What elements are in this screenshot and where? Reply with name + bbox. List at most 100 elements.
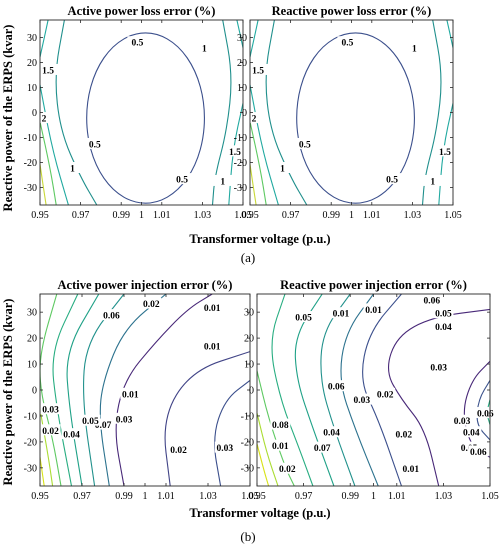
contour-label: 0.05 <box>435 310 452 320</box>
contour-label-bg <box>277 462 298 474</box>
contour-label-bg <box>452 414 473 426</box>
y-tick-label: 20 <box>27 58 37 69</box>
x-tick-label: 1.03 <box>199 491 217 502</box>
panel-title: Active power injection error (%) <box>58 278 233 292</box>
y-tick-label: 30 <box>27 33 37 44</box>
y-tick-label: 20 <box>237 58 247 69</box>
contour-label-bg <box>475 407 496 419</box>
contour-label: 0.04 <box>63 431 80 441</box>
contour-label-bg <box>212 174 233 186</box>
contour-line <box>250 121 267 205</box>
x-tick-label: 0.95 <box>248 491 266 502</box>
contour-line <box>40 409 54 486</box>
x-axis-label-a: Transformer voltage (p.u.) <box>189 232 330 246</box>
contour-label: 0.04 <box>435 323 452 333</box>
x-tick-label: 0.95 <box>31 210 49 221</box>
contour-label-bg <box>461 426 482 438</box>
contour-label: 2 <box>252 115 257 125</box>
contour-label-bg <box>270 439 291 451</box>
contour-label-bg <box>404 41 425 53</box>
contour-label: 0.5 <box>299 140 311 150</box>
x-tick-label: 1.03 <box>194 210 212 221</box>
contour-label-bg <box>330 307 351 319</box>
contour-label: 2 <box>42 115 47 125</box>
contour-line <box>296 32 415 204</box>
y-tick-label: -30 <box>24 183 37 194</box>
contour-label: 0.06 <box>328 383 345 393</box>
x-tick-label: 0.97 <box>282 210 300 221</box>
contour-label: 0.5 <box>176 176 188 186</box>
contour-label-bg <box>468 445 489 457</box>
contour-label-bg <box>120 387 141 399</box>
contour-label-bg <box>61 428 82 440</box>
contour-label-bg <box>202 339 223 351</box>
y-tick-label: -10 <box>24 411 37 422</box>
contour-label-bg <box>337 36 358 48</box>
contour-label: 0.02 <box>170 446 187 456</box>
contour-panel-3: 0.03 0.02 0.01 0.01 0.01 0.02 0.03 0.06 0.070.05… <box>24 278 259 502</box>
contour-label-bg <box>363 303 384 315</box>
x-tick-label: 0.99 <box>112 210 130 221</box>
contour-label-bg <box>40 424 61 436</box>
contour-label: 0.04 <box>323 429 340 439</box>
contour-label: 0.07 <box>95 421 112 431</box>
x-tick-label: 1 <box>143 491 148 502</box>
contour-label-bg <box>34 112 55 124</box>
y-tick-label: 0 <box>32 386 37 397</box>
contour-line <box>40 164 47 205</box>
contour-label-bg <box>428 360 449 372</box>
y-tick-label: -10 <box>241 411 254 422</box>
contour-label-bg <box>400 462 421 474</box>
x-axis-label-b: Transformer voltage (p.u.) <box>189 506 330 520</box>
contour-line <box>388 308 490 486</box>
x-tick-label: 0.97 <box>72 210 90 221</box>
contour-line <box>257 443 270 486</box>
contour-lines <box>257 294 490 486</box>
x-tick-label: 1 <box>371 491 376 502</box>
contour-line <box>250 164 257 205</box>
contour-label: 0.02 <box>279 465 296 475</box>
contour-label: 0.05 <box>295 314 312 324</box>
contour-label: 1.5 <box>252 66 264 76</box>
contour-label: 0.06 <box>423 296 440 306</box>
contour-label-bg <box>114 412 134 424</box>
x-tick-label: 1.01 <box>363 210 381 221</box>
contour-label: 0.05 <box>82 417 99 427</box>
y-tick-label: 10 <box>27 83 37 94</box>
contour-line <box>250 84 279 205</box>
contour-label-bg <box>382 173 403 185</box>
contour-label: 0.01 <box>272 442 289 452</box>
contour-panel-2: 0.5 0.5 0.5 1 1 1 1.5 1.5 2 Reactive power loss e… <box>234 4 462 221</box>
contour-label-bg <box>422 174 443 186</box>
contour-label: 0.03 <box>354 396 371 406</box>
x-tick-label: 0.95 <box>241 210 259 221</box>
contour-label-bg <box>224 145 245 157</box>
x-tick-label: 1.05 <box>444 210 462 221</box>
contour-line <box>40 84 69 205</box>
contour-label: 0.5 <box>132 39 144 49</box>
contour-label: 0.04 <box>463 429 480 439</box>
axes-frame <box>256 293 491 487</box>
contour-label: 1 <box>430 177 435 187</box>
x-tick-label: 1.05 <box>481 491 499 502</box>
contour-label-bg <box>244 112 265 124</box>
panel-label-b: (b) <box>240 529 255 544</box>
contour-label: 0.01 <box>204 342 221 352</box>
contour-labels: 0.06 0.05 0.04 0.03 0.02 0.01 0.01 0.03 0.02 0.01… <box>270 293 496 475</box>
contour-labels: 0.5 0.5 0.5 1 1 1 1.5 1.5 2 <box>244 36 455 187</box>
contour-label-bg <box>141 297 162 309</box>
y-tick-label: 30 <box>27 308 37 319</box>
y-axis-label-a: Reactive power of the ERPS (kvar) <box>1 25 15 212</box>
contour-label: 0.02 <box>377 390 394 400</box>
panel-title: Active power loss error (%) <box>68 4 216 18</box>
contour-label: 0.03 <box>116 415 133 425</box>
y-tick-label: -20 <box>24 437 37 448</box>
x-tick-label: 0.99 <box>115 491 133 502</box>
contour-label: 0.08 <box>272 421 289 431</box>
contour-line <box>164 351 250 486</box>
contour-label-bg <box>312 441 333 453</box>
contour-line <box>236 20 243 48</box>
contour-label: 1 <box>220 177 225 187</box>
contour-label-bg <box>214 441 235 453</box>
contour-label: 0.01 <box>402 465 419 475</box>
